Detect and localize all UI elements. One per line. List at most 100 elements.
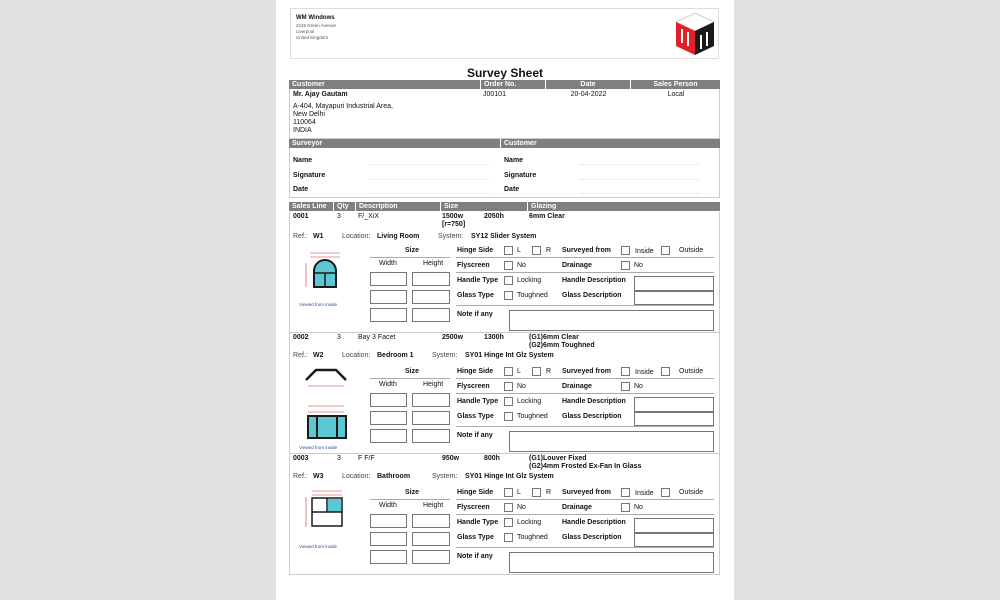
glass-description-label: Glass Description bbox=[562, 413, 622, 420]
drainage-label: Drainage bbox=[562, 383, 592, 390]
ref-value: W3 bbox=[313, 473, 324, 480]
handle-description-input[interactable] bbox=[634, 397, 714, 412]
hinge-right-label: R bbox=[546, 368, 552, 375]
toughened-label: Toughned bbox=[517, 534, 548, 541]
customer-name-field[interactable] bbox=[580, 164, 700, 165]
drainage-no-checkbox[interactable] bbox=[621, 503, 630, 512]
handle-description-label: Handle Description bbox=[562, 398, 626, 405]
height-input-1[interactable] bbox=[412, 272, 450, 286]
location-value: Bedroom 1 bbox=[377, 352, 414, 359]
description-value: F F/F bbox=[358, 455, 375, 462]
height-value: 800h bbox=[484, 455, 500, 462]
company-header: WM Windows 2245 Green Avenue Liverpool U… bbox=[290, 8, 719, 59]
customer-signature-field[interactable] bbox=[580, 179, 700, 180]
note-input[interactable] bbox=[509, 310, 714, 331]
handle-locking-checkbox[interactable] bbox=[504, 397, 513, 406]
note-input[interactable] bbox=[509, 552, 714, 573]
handle-description-input[interactable] bbox=[634, 518, 714, 533]
width-input-1[interactable] bbox=[370, 514, 407, 528]
sales-line-number: 0001 bbox=[293, 213, 309, 220]
glass-description-input[interactable] bbox=[634, 291, 714, 305]
col-customer-sign: Customer bbox=[500, 139, 537, 148]
width-input-1[interactable] bbox=[370, 393, 407, 407]
hinge-left-label: L bbox=[517, 489, 521, 496]
handle-description-input[interactable] bbox=[634, 276, 714, 291]
surveyed-outside-checkbox[interactable] bbox=[661, 488, 670, 497]
drainage-no-checkbox[interactable] bbox=[621, 382, 630, 391]
width-input-1[interactable] bbox=[370, 272, 407, 286]
width-heading: Width bbox=[379, 260, 397, 267]
surveyor-signature-field[interactable] bbox=[370, 179, 490, 180]
width-input-2[interactable] bbox=[370, 290, 407, 304]
note-input[interactable] bbox=[509, 431, 714, 452]
toughened-label: Toughned bbox=[517, 413, 548, 420]
width-input-2[interactable] bbox=[370, 411, 407, 425]
height-input-1[interactable] bbox=[412, 393, 450, 407]
height-input-3[interactable] bbox=[412, 429, 450, 443]
inside-label: Inside bbox=[635, 369, 654, 376]
locking-label: Locking bbox=[517, 398, 542, 405]
handle-type-label: Handle Type bbox=[457, 398, 499, 405]
signature-section: Name Signature Date Name Signature Date bbox=[289, 148, 720, 198]
flyscreen-no-checkbox[interactable] bbox=[504, 503, 513, 512]
hinge-right-checkbox[interactable] bbox=[532, 488, 541, 497]
address-line-4: INDIA bbox=[293, 127, 312, 134]
col-sales-person: Sales Person bbox=[630, 80, 720, 89]
lines-header-bar: Sales Line Qty Description Size Glazing bbox=[289, 202, 720, 211]
customer-name: Mr. Ajay Gautam bbox=[293, 91, 348, 98]
surveyor-date-field[interactable] bbox=[370, 193, 490, 194]
col-glazing: Glazing bbox=[527, 202, 556, 211]
window-drawing-arch bbox=[302, 245, 346, 296]
qty-value: 3 bbox=[337, 213, 341, 220]
hinge-right-checkbox[interactable] bbox=[532, 246, 541, 255]
surveyed-outside-checkbox[interactable] bbox=[661, 246, 670, 255]
location-label: Location: bbox=[342, 473, 371, 480]
customer-date-field[interactable] bbox=[580, 193, 700, 194]
handle-locking-checkbox[interactable] bbox=[504, 518, 513, 527]
height-value: 1300h bbox=[484, 334, 504, 341]
width-input-2[interactable] bbox=[370, 532, 407, 546]
surveyor-name-field[interactable] bbox=[370, 164, 490, 165]
flyscreen-no-checkbox[interactable] bbox=[504, 261, 513, 270]
height-input-3[interactable] bbox=[412, 550, 450, 564]
glass-description-input[interactable] bbox=[634, 533, 714, 547]
glass-type-label: Glass Type bbox=[457, 413, 494, 420]
height-input-2[interactable] bbox=[412, 411, 450, 425]
glass-toughened-checkbox[interactable] bbox=[504, 412, 513, 421]
width-input-3[interactable] bbox=[370, 550, 407, 564]
flyscreen-no-checkbox[interactable] bbox=[504, 382, 513, 391]
outside-label: Outside bbox=[679, 489, 704, 496]
note-label: Note if any bbox=[457, 553, 493, 560]
height-input-1[interactable] bbox=[412, 514, 450, 528]
col-qty: Qty bbox=[333, 202, 349, 211]
hinge-left-checkbox[interactable] bbox=[504, 246, 513, 255]
sales-line-item: 0002 3 Bay 3 Facet 2500w 1300h (G1)6mm Clear(… bbox=[289, 333, 720, 454]
order-details: Mr. Ajay Gautam J00101 20-04-2022 Local … bbox=[289, 89, 720, 139]
glass-description-label: Glass Description bbox=[562, 534, 622, 541]
surveyed-inside-checkbox[interactable] bbox=[621, 367, 630, 376]
height-input-2[interactable] bbox=[412, 290, 450, 304]
height-input-2[interactable] bbox=[412, 532, 450, 546]
hinge-left-checkbox[interactable] bbox=[504, 488, 513, 497]
surveyed-inside-checkbox[interactable] bbox=[621, 246, 630, 255]
order-date: 20-04-2022 bbox=[570, 91, 607, 98]
glass-description-input[interactable] bbox=[634, 412, 714, 426]
surveyed-inside-checkbox[interactable] bbox=[621, 488, 630, 497]
sales-line-item: 0003 3 F F/F 950w 800h (G1)Louver Fixed (G2)4m… bbox=[289, 454, 720, 575]
inside-label: Inside bbox=[635, 248, 654, 255]
width-input-3[interactable] bbox=[370, 429, 407, 443]
viewed-from-inside-label: Viewed from inside bbox=[299, 445, 337, 450]
hinge-left-checkbox[interactable] bbox=[504, 367, 513, 376]
glass-toughened-checkbox[interactable] bbox=[504, 291, 513, 300]
height-input-3[interactable] bbox=[412, 308, 450, 322]
surveyed-outside-checkbox[interactable] bbox=[661, 367, 670, 376]
handle-locking-checkbox[interactable] bbox=[504, 276, 513, 285]
width-input-3[interactable] bbox=[370, 308, 407, 322]
hinge-side-label: Hinge Side bbox=[457, 368, 494, 375]
hinge-right-checkbox[interactable] bbox=[532, 367, 541, 376]
system-label: System: bbox=[432, 473, 458, 480]
handle-type-label: Handle Type bbox=[457, 277, 499, 284]
system-value: SY01 Hinge Int Glz System bbox=[465, 352, 554, 359]
glass-toughened-checkbox[interactable] bbox=[504, 533, 513, 542]
drainage-no-checkbox[interactable] bbox=[621, 261, 630, 270]
